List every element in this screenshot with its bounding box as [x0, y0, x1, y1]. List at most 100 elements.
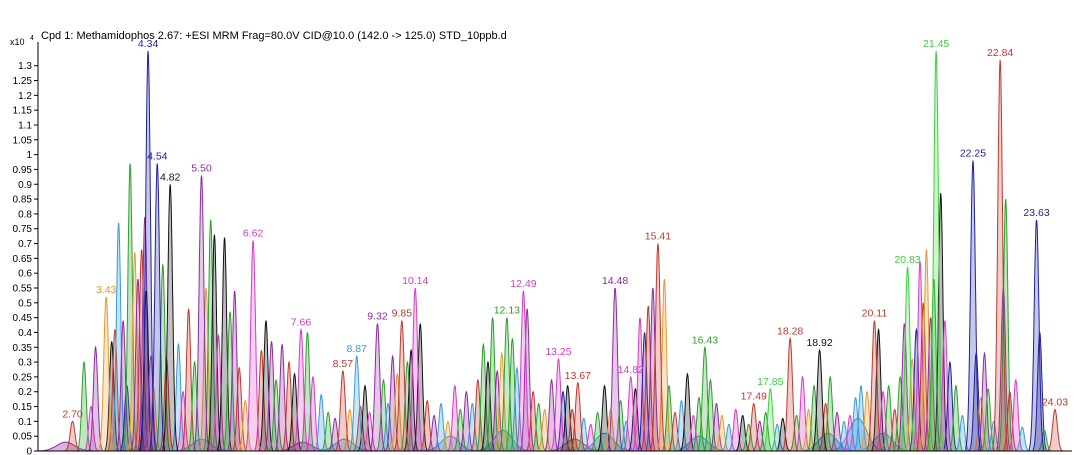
y-tick-label: 0.3 [18, 358, 32, 369]
peak-retention-label: 17.85 [757, 376, 783, 388]
peak-labels: 2.70 3.43 4.34 4.54 4.82 5.50 6.62 7.66 8.57 8.87… [62, 38, 1068, 420]
chromatogram-peak [709, 402, 724, 452]
y-tick-label: 0.05 [13, 432, 33, 443]
peak-retention-label: 20.83 [894, 254, 920, 266]
labeled-peak [866, 320, 883, 452]
chromatogram-peak [258, 320, 274, 452]
peaks-layer [38, 50, 1063, 452]
chromatogram-peak [264, 341, 279, 452]
labeled-peak [335, 369, 351, 452]
labeled-peak [992, 59, 1008, 452]
y-tick-label: 1.1 [18, 120, 32, 131]
chromatogram-peak [83, 405, 99, 452]
chromatogram-peak [721, 423, 736, 452]
y-tick-label: 0.15 [13, 402, 33, 413]
chromatogram-peak [823, 375, 838, 452]
labeled-peak [811, 348, 828, 452]
peak-retention-label: 9.32 [367, 311, 388, 323]
labeled-peak [782, 336, 798, 452]
labeled-peak [293, 327, 309, 452]
chromatogram-peak [281, 360, 297, 452]
chromatogram-peak [854, 384, 869, 452]
y-tick-label: 0.9 [18, 180, 32, 191]
baseline-peak [38, 441, 94, 452]
chromatogram-peak [447, 384, 462, 452]
labeled-peak [140, 50, 156, 452]
chromatogram-peak [287, 372, 302, 452]
peak-retention-label: 20.11 [862, 308, 888, 320]
chromatogram-peak [300, 332, 315, 452]
y-tick-label: 1.15 [13, 106, 33, 117]
peak-retention-label: 12.13 [494, 305, 520, 317]
y-multiplier-exponent: 4 [30, 35, 34, 42]
chromatogram-peak [176, 390, 191, 452]
chromatogram-peak [123, 163, 138, 452]
y-tick-label: 0.2 [18, 387, 32, 398]
chromatogram-peak [476, 342, 491, 452]
labeled-peak [1028, 219, 1045, 452]
labeled-peak [746, 402, 762, 452]
labeled-peak [623, 375, 639, 452]
y-tick-label: 0 [26, 447, 32, 455]
chromatogram-peak [328, 417, 343, 452]
peak-retention-label: 14.48 [602, 275, 628, 287]
y-tick-label: 1.2 [18, 91, 32, 102]
chromatogram-peak [203, 219, 218, 452]
y-tick-label: 0.6 [18, 269, 32, 280]
chromatogram-peak [893, 375, 908, 452]
labeled-peak [407, 287, 423, 452]
chromatogram-peak [955, 414, 970, 452]
y-multiplier-label: x10 [10, 37, 25, 47]
chromatogram-peak [933, 193, 948, 452]
y-tick-label: 0.85 [13, 195, 33, 206]
labeled-peak [650, 243, 666, 452]
peak-retention-label: 13.25 [545, 346, 571, 358]
chromatogram-peak [674, 399, 689, 452]
peak-retention-label: 16.43 [692, 334, 718, 346]
peak-retention-label: 8.87 [347, 343, 368, 355]
chromatogram-peak [116, 320, 131, 452]
labeled-peak [193, 175, 210, 452]
y-tick-label: 0.5 [18, 298, 32, 309]
y-tick-label: 0.75 [13, 224, 33, 235]
chromatogram-peak [770, 423, 785, 452]
chromatogram-peak [859, 390, 875, 452]
chromatogram-peak [537, 408, 552, 452]
y-tick-label: 0.4 [18, 328, 32, 339]
y-tick-label: 0.35 [13, 343, 33, 354]
chromatogram-peak [238, 399, 253, 452]
peak-retention-label: 21.45 [923, 38, 949, 50]
chromatogram-peak [942, 360, 957, 452]
peak-retention-label: 22.84 [987, 47, 1013, 59]
chromatogram-peak [641, 305, 656, 452]
chromatogram-peak [871, 327, 886, 452]
chromatogram-peak [505, 338, 520, 452]
peak-retention-label: 18.28 [777, 325, 803, 337]
y-tick-label: 1.05 [13, 135, 33, 146]
chromatogram-peak [657, 279, 672, 452]
y-tick-label: 0.7 [18, 239, 32, 250]
y-tick-label: 0.65 [13, 254, 33, 265]
chromatogram-peak [187, 360, 202, 452]
peak-retention-label: 17.49 [741, 391, 767, 403]
chromatogram-peak [842, 414, 858, 452]
peak-retention-label: 4.34 [138, 38, 159, 50]
chromatogram-peak [836, 420, 852, 452]
chromatogram-peak [269, 378, 284, 452]
labeled-peak [899, 267, 916, 452]
chromatogram-peak [919, 249, 934, 452]
labeled-peak [349, 354, 365, 452]
y-tick-label: 0.1 [18, 417, 32, 428]
peak-retention-label: 7.66 [291, 316, 312, 328]
peak-retention-label: 3.43 [96, 284, 117, 296]
chromatogram-peak [217, 237, 232, 452]
chromatogram-peak [807, 384, 822, 452]
y-tick-label: 0.55 [13, 283, 33, 294]
labeled-peak [64, 420, 81, 452]
peak-retention-label: 18.92 [806, 337, 832, 349]
chromatogram-peak [413, 323, 428, 452]
chromatogram-peak [775, 417, 790, 452]
chromatogram-peak [758, 411, 773, 452]
chromatogram-peak [526, 390, 541, 452]
